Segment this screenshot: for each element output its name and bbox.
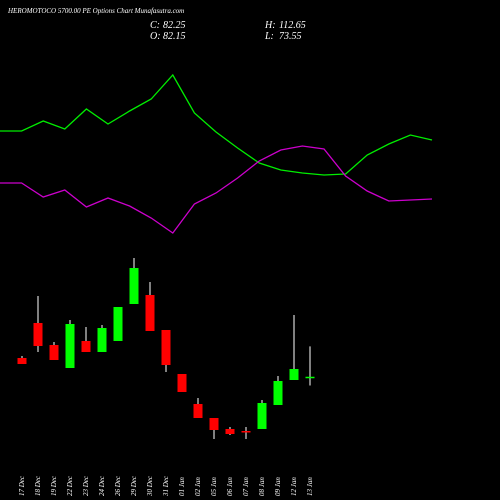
- close-value: 82.25: [163, 20, 186, 31]
- high-value: 112.65: [279, 20, 306, 31]
- x-tick-label: 12 Jan: [290, 477, 298, 496]
- x-tick-label: 13 Jan: [306, 477, 314, 496]
- candle-body: [273, 381, 283, 405]
- candle-body: [209, 418, 219, 430]
- x-tick-label: 19 Dec: [50, 475, 58, 496]
- x-tick-label: 24 Dec: [98, 475, 106, 496]
- close-label: C:: [150, 20, 160, 31]
- indicator-line: [0, 145, 433, 234]
- indicator-line: [0, 73, 433, 176]
- x-tick-label: 17 Dec: [18, 475, 26, 496]
- candle-body: [177, 374, 187, 392]
- candle-body: [81, 341, 91, 352]
- chart-title: HEROMOTOCO 5700.00 PE Options Chart Muna…: [7, 7, 184, 15]
- candle-body: [289, 369, 299, 380]
- candle-body: [193, 404, 203, 418]
- candle-body: [17, 358, 27, 364]
- x-tick-label: 26 Dec: [114, 475, 122, 496]
- x-tick-label: 05 Jan: [210, 477, 218, 496]
- candle-body: [49, 345, 59, 360]
- x-tick-label: 22 Dec: [66, 475, 74, 496]
- x-tick-label: 08 Jan: [258, 477, 266, 496]
- candle-body: [145, 295, 155, 331]
- x-tick-label: 02 Jan: [194, 477, 202, 496]
- x-tick-label: 29 Dec: [130, 475, 138, 496]
- candle-body: [241, 431, 251, 433]
- x-tick-label: 09 Jan: [274, 477, 282, 496]
- x-tick-label: 31 Dec: [162, 475, 170, 497]
- candle-body: [65, 324, 75, 368]
- candle-body: [113, 307, 123, 341]
- ohlc-header: C: 82.25 O: 82.15 H: 112.65 L: 73.55: [150, 20, 306, 42]
- x-tick-label: 01 Jan: [178, 477, 186, 496]
- candle-body: [97, 328, 107, 352]
- low-label: L:: [264, 31, 274, 42]
- candle-body: [225, 429, 235, 434]
- candle-body: [257, 403, 267, 429]
- open-value: 82.15: [163, 31, 186, 42]
- open-label: O:: [150, 31, 161, 42]
- low-value: 73.55: [279, 31, 302, 42]
- x-tick-label: 18 Dec: [34, 475, 42, 496]
- x-tick-label: 23 Dec: [82, 475, 90, 496]
- x-tick-label: 07 Jan: [242, 477, 250, 496]
- candle-body: [33, 323, 43, 346]
- x-tick-label: 30 Dec: [146, 475, 154, 497]
- candle-body: [161, 330, 171, 365]
- x-tick-label: 06 Jan: [226, 477, 234, 496]
- candle-body: [305, 376, 315, 379]
- high-label: H:: [264, 20, 276, 31]
- candle-body: [129, 268, 139, 304]
